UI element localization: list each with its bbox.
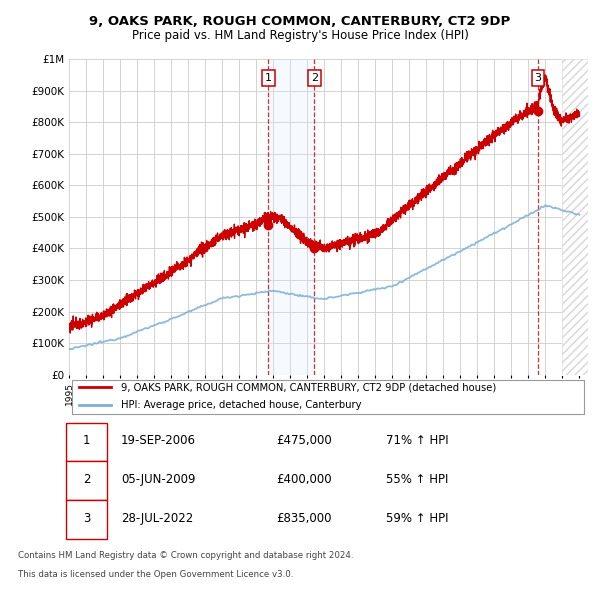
Text: 9, OAKS PARK, ROUGH COMMON, CANTERBURY, CT2 9DP (detached house): 9, OAKS PARK, ROUGH COMMON, CANTERBURY, … [121, 382, 496, 392]
Text: 05-JUN-2009: 05-JUN-2009 [121, 473, 196, 486]
FancyBboxPatch shape [67, 422, 107, 461]
Text: £475,000: £475,000 [277, 434, 332, 447]
FancyBboxPatch shape [67, 461, 107, 500]
Text: 9, OAKS PARK, ROUGH COMMON, CANTERBURY, CT2 9DP: 9, OAKS PARK, ROUGH COMMON, CANTERBURY, … [89, 15, 511, 28]
Text: 3: 3 [535, 73, 542, 83]
Text: 55% ↑ HPI: 55% ↑ HPI [386, 473, 448, 486]
Text: 71% ↑ HPI: 71% ↑ HPI [386, 434, 448, 447]
Text: 2: 2 [311, 73, 318, 83]
Text: This data is licensed under the Open Government Licence v3.0.: This data is licensed under the Open Gov… [18, 570, 293, 579]
Text: 28-JUL-2022: 28-JUL-2022 [121, 512, 193, 525]
Text: HPI: Average price, detached house, Canterbury: HPI: Average price, detached house, Cant… [121, 400, 361, 410]
FancyBboxPatch shape [71, 379, 584, 414]
Text: Contains HM Land Registry data © Crown copyright and database right 2024.: Contains HM Land Registry data © Crown c… [18, 550, 353, 560]
FancyBboxPatch shape [67, 500, 107, 539]
Text: £835,000: £835,000 [277, 512, 332, 525]
Text: 1: 1 [83, 434, 91, 447]
Text: 3: 3 [83, 512, 91, 525]
Text: 2: 2 [83, 473, 91, 486]
Text: 59% ↑ HPI: 59% ↑ HPI [386, 512, 448, 525]
Text: £400,000: £400,000 [277, 473, 332, 486]
Text: 1: 1 [265, 73, 272, 83]
Bar [268, 59, 314, 375]
Text: 19-SEP-2006: 19-SEP-2006 [121, 434, 196, 447]
Text: Price paid vs. HM Land Registry's House Price Index (HPI): Price paid vs. HM Land Registry's House … [131, 29, 469, 42]
